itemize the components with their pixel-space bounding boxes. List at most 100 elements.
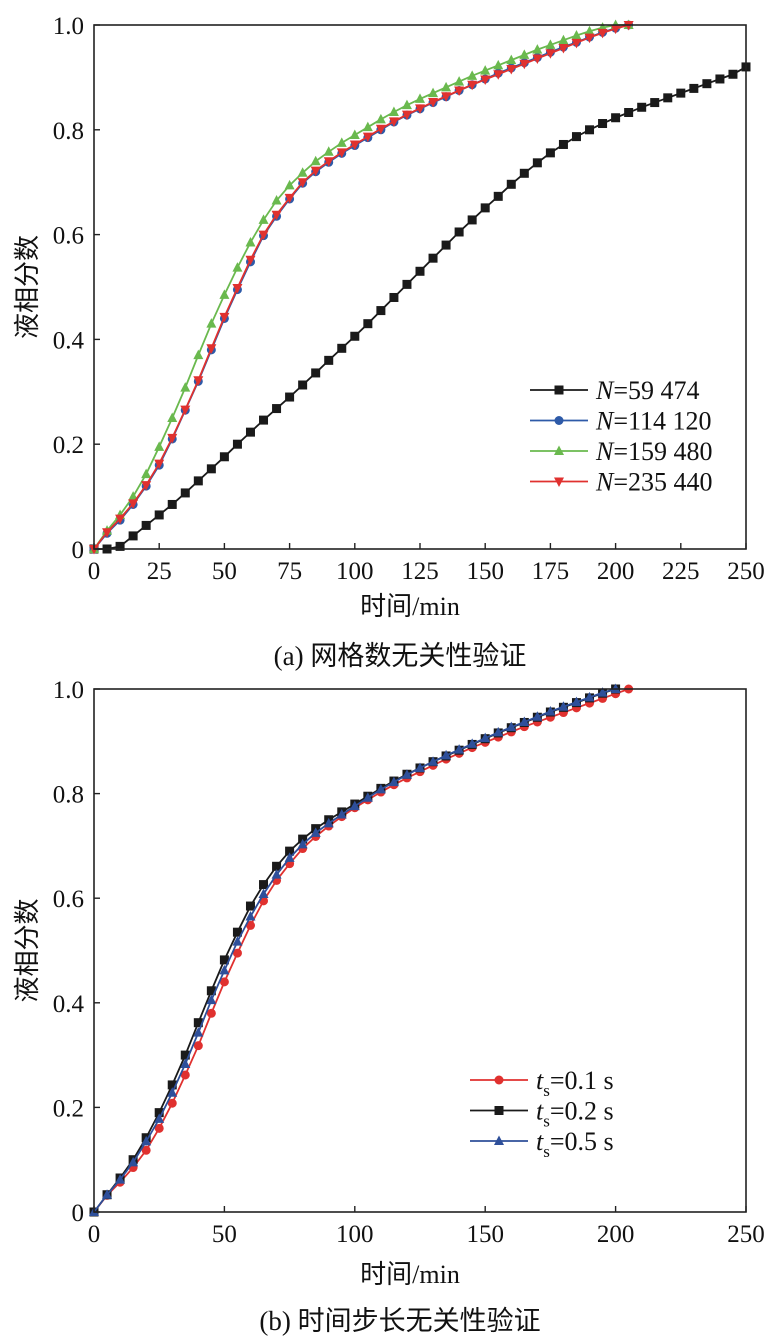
legend-subscript: s	[543, 1081, 550, 1100]
data-point	[336, 148, 347, 158]
series-line	[93, 688, 629, 1213]
x-tick-label: 200	[597, 1221, 635, 1248]
data-point	[558, 44, 569, 54]
data-point	[637, 102, 647, 112]
legend-subscript: s	[543, 1112, 550, 1131]
data-point	[219, 289, 230, 299]
x-tick-label: 0	[88, 1221, 101, 1248]
legend-value: =235 440	[613, 468, 712, 497]
data-point	[259, 880, 269, 890]
data-point	[467, 80, 478, 91]
data-point	[676, 88, 686, 98]
data-point	[532, 158, 542, 168]
data-point	[336, 137, 347, 147]
legend-item: N=59 474	[530, 376, 700, 405]
data-point	[193, 376, 204, 386]
data-point	[154, 441, 165, 451]
plot-frame	[93, 688, 747, 1213]
data-point	[728, 69, 738, 79]
data-point	[519, 49, 530, 59]
data-point	[715, 74, 725, 84]
data-point	[624, 108, 634, 118]
data-point	[454, 744, 465, 754]
x-tick-label: 25	[147, 558, 172, 585]
data-point	[545, 148, 555, 158]
series-line	[93, 24, 629, 550]
x-tick-label: 100	[336, 1221, 374, 1248]
y-axis-label: 液相分数	[13, 898, 42, 1002]
data-point	[154, 510, 164, 520]
legend-item: ts=0.2 s	[470, 1097, 614, 1131]
data-point	[324, 355, 334, 365]
data-point	[141, 468, 152, 479]
figure-caption: (a) 网格数无关性验证	[274, 641, 527, 671]
data-point	[271, 210, 282, 221]
data-point	[493, 59, 504, 70]
y-tick-label: 0.8	[53, 118, 84, 145]
y-tick-label: 0	[72, 1200, 85, 1227]
data-point	[506, 54, 517, 65]
x-tick-label: 50	[212, 558, 237, 585]
data-point	[219, 955, 229, 965]
data-point	[141, 1145, 151, 1155]
data-point	[597, 687, 608, 697]
data-point	[376, 306, 386, 316]
y-tick-label: 0.4	[53, 991, 85, 1018]
x-tick-label: 250	[727, 1221, 765, 1248]
data-point	[272, 861, 282, 871]
series-0-1	[89, 20, 634, 554]
x-tick-label: 200	[597, 558, 635, 585]
data-point	[350, 331, 360, 341]
data-point	[480, 75, 491, 85]
legend-symbol: t	[536, 1127, 544, 1156]
chart-panel-0: 0 25 50 75 100 125 150 175 200 225 250 0 0.2 0.4 0.6 0.…	[13, 13, 765, 671]
x-tick-label: 125	[401, 558, 439, 585]
data-point	[362, 132, 373, 143]
data-point	[598, 119, 608, 129]
data-point	[310, 827, 321, 837]
legend-label: ts=0.2 s	[536, 1097, 614, 1131]
data-point	[323, 146, 334, 156]
legend-symbol: N	[595, 407, 615, 436]
data-point	[311, 368, 321, 378]
legend-symbol: N	[595, 468, 615, 497]
x-tick-label: 50	[212, 1221, 237, 1248]
data-point	[388, 106, 399, 116]
legend-label: N=235 440	[595, 468, 713, 497]
data-point	[193, 1027, 204, 1037]
data-point	[415, 266, 425, 276]
data-point	[258, 230, 269, 241]
data-point	[180, 488, 190, 498]
data-point	[258, 214, 269, 224]
data-point	[375, 124, 386, 135]
data-point	[245, 920, 255, 930]
data-point	[375, 783, 386, 794]
data-point	[167, 1080, 177, 1090]
data-point	[363, 319, 373, 329]
data-point	[401, 99, 412, 110]
data-point	[259, 415, 269, 425]
data-point	[428, 98, 439, 108]
data-point	[128, 531, 138, 541]
x-tick-label: 100	[336, 558, 374, 585]
y-tick-label: 0.2	[53, 432, 84, 459]
data-point	[428, 756, 439, 766]
legend-marker	[494, 1106, 504, 1115]
legend-item: ts=0.5 s	[470, 1127, 614, 1161]
x-axis-label: 时间/min	[360, 1260, 460, 1289]
legend-item: N=159 480	[530, 437, 713, 466]
data-point	[441, 81, 452, 92]
data-point	[193, 349, 204, 360]
data-point	[337, 343, 347, 353]
legend-label: N=59 474	[595, 376, 700, 405]
data-point	[519, 168, 529, 178]
data-point	[154, 459, 165, 470]
data-point	[519, 59, 530, 70]
data-point	[585, 125, 595, 135]
data-point	[702, 79, 712, 89]
data-point	[493, 191, 503, 201]
data-point	[454, 86, 465, 96]
data-point	[206, 986, 216, 996]
data-point	[584, 33, 595, 44]
data-point	[545, 39, 556, 49]
